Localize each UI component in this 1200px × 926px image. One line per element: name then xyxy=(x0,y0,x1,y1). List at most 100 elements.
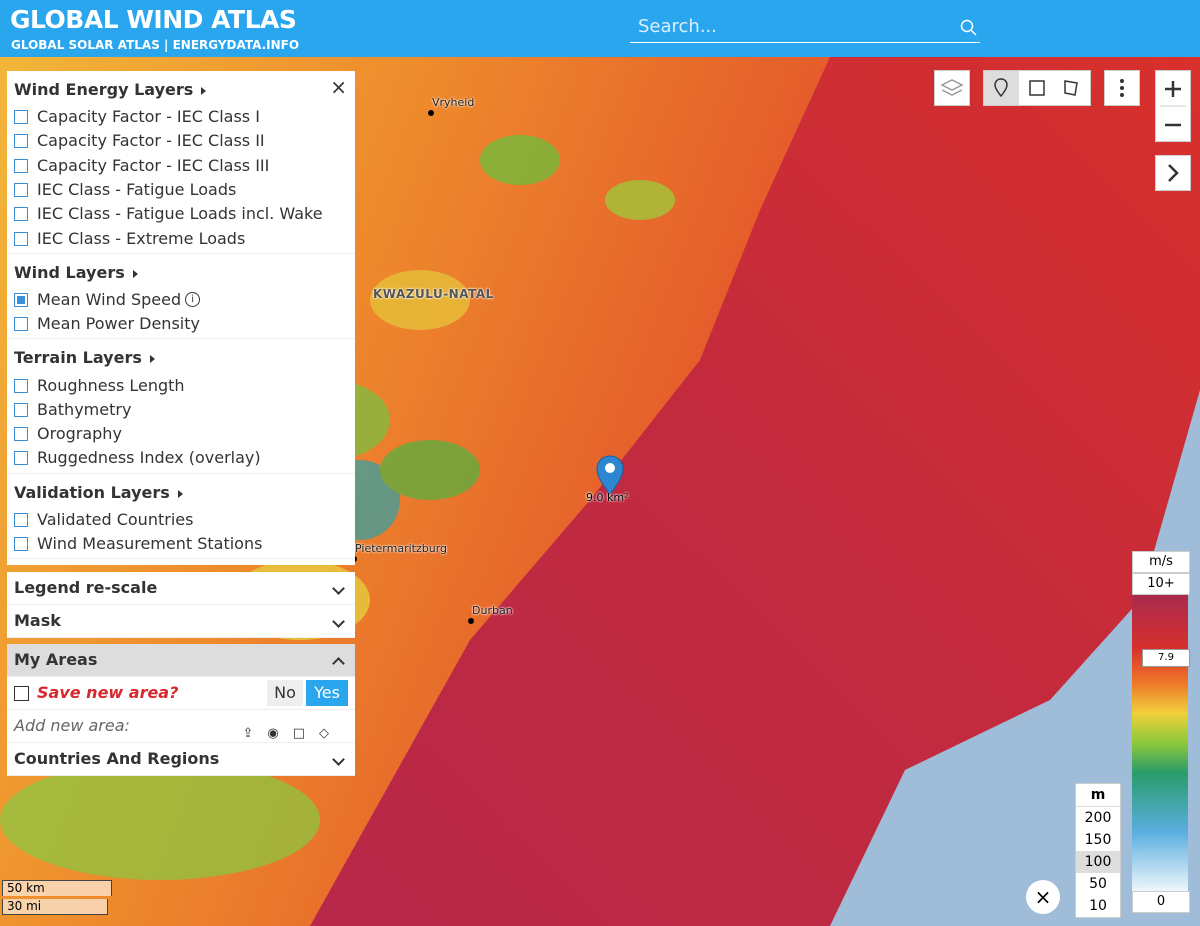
checkbox[interactable] xyxy=(14,427,28,442)
layer-label: Mean Power Density xyxy=(37,314,200,334)
search-icon[interactable] xyxy=(960,19,978,37)
map-label: Pietermaritzburg xyxy=(351,542,447,562)
checkbox[interactable] xyxy=(14,158,28,173)
layer-label: Mean Wind Speed xyxy=(37,289,182,309)
countries-row[interactable]: Countries And Regions xyxy=(7,743,355,776)
layer-item[interactable]: Capacity Factor - IEC Class I xyxy=(14,105,348,129)
layer-label: Ruggedness Index (overlay) xyxy=(37,448,261,468)
collapsible-title: Legend re-scale xyxy=(14,578,158,597)
legend-unit: m/s xyxy=(1132,551,1190,573)
checkbox[interactable] xyxy=(14,317,28,332)
town-dot xyxy=(468,618,474,624)
marker-pin xyxy=(596,455,624,495)
save-row: Save new area? No Yes xyxy=(7,677,355,710)
search-box[interactable]: Search... xyxy=(630,13,980,43)
close-panel[interactable]: × xyxy=(330,75,347,99)
height-option[interactable]: 200 xyxy=(1084,810,1112,826)
checkbox[interactable] xyxy=(14,110,28,125)
layer-label: IEC Class - Extreme Loads xyxy=(37,228,246,248)
expand-icon xyxy=(332,615,345,628)
map-label: Durban xyxy=(468,604,513,624)
expand-icon xyxy=(332,753,345,766)
add-area-tools[interactable]: ⇪◉□◇ xyxy=(242,726,343,741)
checkbox[interactable] xyxy=(14,207,28,222)
checkbox[interactable] xyxy=(14,378,28,393)
layer-section: Terrain Layers Roughness Length Bathymetry… xyxy=(7,339,355,474)
layer-item[interactable]: Mean Power Density xyxy=(14,312,348,336)
layers-panel: × Wind Energy Layers Capacity Factor - IE… xyxy=(7,71,355,565)
expand-icon xyxy=(332,582,345,595)
legend: m/s 10+ 0 7.9 xyxy=(1132,551,1190,913)
add-row: Add new area: ⇪◉□◇ xyxy=(7,710,355,743)
checkbox[interactable] xyxy=(14,231,28,246)
checkbox[interactable] xyxy=(14,402,28,417)
yes-button[interactable]: Yes xyxy=(306,680,348,706)
layer-section: Wind Layers Mean Wind Speed i Mean Power De… xyxy=(7,254,355,340)
layer-item[interactable]: IEC Class - Extreme Loads xyxy=(14,226,348,250)
collapsible-row[interactable]: Legend re-scale xyxy=(7,572,355,605)
layer-label: Capacity Factor - IEC Class I xyxy=(37,107,260,127)
zoom-control[interactable] xyxy=(1155,70,1191,142)
checkbox[interactable] xyxy=(14,512,28,527)
checkbox[interactable] xyxy=(14,183,28,198)
layer-item[interactable]: Roughness Length xyxy=(14,373,348,397)
scale-label: 30 mi xyxy=(2,899,108,915)
layer-item[interactable]: Bathymetry xyxy=(14,398,348,422)
layer-item[interactable]: IEC Class - Fatigue Loads incl. Wake xyxy=(14,202,348,226)
info-icon[interactable]: i xyxy=(185,292,201,308)
section-title[interactable]: Terrain Layers xyxy=(14,343,348,373)
checkbox[interactable] xyxy=(14,451,28,466)
basemap-button[interactable] xyxy=(934,70,970,106)
expand-button[interactable] xyxy=(1155,155,1191,191)
map-label-text: Vryheid xyxy=(432,96,475,109)
layer-item[interactable]: Orography xyxy=(14,422,348,446)
checkbox[interactable] xyxy=(14,292,28,307)
save-prompt: Save new area? xyxy=(37,683,179,702)
layer-item[interactable]: Validated Countries xyxy=(14,508,348,532)
scale-bar: 50 km 30 mi xyxy=(2,880,112,916)
height-unit: m xyxy=(1076,784,1120,807)
collapsible-title: Mask xyxy=(14,611,61,630)
ocean-shelf xyxy=(310,57,1200,926)
app-subtitle[interactable]: GLOBAL SOLAR ATLAS | ENERGYDATA.INFO xyxy=(11,38,300,52)
app-title[interactable]: GLOBAL WIND ATLAS xyxy=(10,5,297,34)
layer-item[interactable]: Capacity Factor - IEC Class II xyxy=(14,129,348,153)
layer-item[interactable]: Wind Measurement Stations xyxy=(14,532,348,556)
map-label: Vryheid xyxy=(428,96,475,116)
checkbox[interactable] xyxy=(14,537,28,551)
close-legend[interactable]: × xyxy=(1026,880,1060,914)
map-label-text: Durban xyxy=(472,604,513,617)
legend-pointer-label: 7.9 xyxy=(1158,652,1174,664)
draw-tools[interactable] xyxy=(983,70,1091,106)
layer-item[interactable]: Capacity Factor - IEC Class III xyxy=(14,154,348,178)
area-marker[interactable]: 9.0 km² xyxy=(586,455,629,504)
height-option[interactable]: 150 xyxy=(1084,832,1112,848)
height-option[interactable]: 50 xyxy=(1089,876,1107,892)
section-title[interactable]: Wind Layers xyxy=(14,258,348,288)
layer-label: Roughness Length xyxy=(37,375,185,395)
checkbox[interactable] xyxy=(14,134,28,149)
height-option[interactable]: 100 xyxy=(1076,851,1120,873)
header: GLOBAL WIND ATLAS GLOBAL SOLAR ATLAS | E… xyxy=(0,0,1200,57)
height-option[interactable]: 10 xyxy=(1089,898,1107,914)
collapse-icon xyxy=(332,657,345,670)
layer-item[interactable]: Ruggedness Index (overlay) xyxy=(14,446,348,470)
section-title[interactable]: Wind Energy Layers xyxy=(14,75,348,105)
legend-tick-label: 0 xyxy=(1132,891,1190,913)
menu-icon xyxy=(1120,79,1124,97)
layer-item[interactable]: IEC Class - Fatigue Loads xyxy=(14,178,348,202)
legend-pointer: 7.9 xyxy=(1142,649,1190,668)
collapsible-row[interactable]: Mask xyxy=(7,605,355,638)
layers-icon xyxy=(940,79,964,96)
layer-label: Capacity Factor - IEC Class II xyxy=(37,131,265,151)
menu-button[interactable] xyxy=(1104,70,1140,106)
layer-item[interactable]: Mean Wind Speed i xyxy=(14,288,348,312)
my-areas-header[interactable]: My Areas xyxy=(7,644,355,677)
section-title[interactable]: Validation Layers xyxy=(14,478,348,508)
town-dot xyxy=(428,110,434,116)
marker-label: 9.0 km² xyxy=(586,491,629,504)
no-button[interactable]: No xyxy=(267,680,303,706)
